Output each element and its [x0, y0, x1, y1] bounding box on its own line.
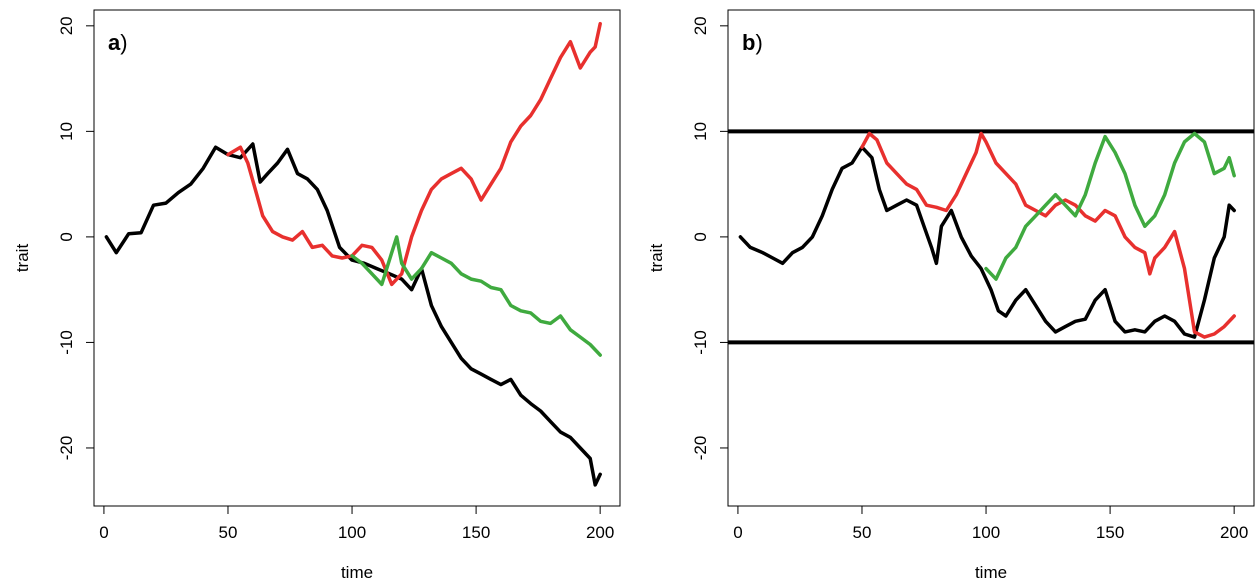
- panel-a: 0 50 100 150 200 -20 -10 0 10 20 time trait a): [13, 9, 621, 582]
- x-tick-label: 100: [972, 523, 1000, 542]
- panel-label-letter: b: [742, 30, 755, 55]
- y-tick-label: 20: [691, 16, 710, 35]
- panel-label: a): [108, 30, 128, 55]
- x-tick-label: 50: [853, 523, 872, 542]
- series-line-2: [350, 235, 602, 357]
- x-tick-label: 150: [462, 523, 490, 542]
- y-axis-label: trait: [13, 244, 32, 273]
- plot-frame: [727, 9, 1255, 507]
- x-axis-label: time: [975, 563, 1007, 582]
- x-tick-label: 50: [219, 523, 238, 542]
- plot-frame: [93, 9, 621, 507]
- series-line-2: [984, 131, 1236, 281]
- y-tick-label: 10: [691, 122, 710, 141]
- y-tick-label: -10: [57, 330, 76, 355]
- series-line-0: [104, 142, 602, 487]
- y-tick-label: 10: [57, 122, 76, 141]
- x-tick-label: 200: [586, 523, 614, 542]
- y-tick-label: 0: [57, 232, 76, 241]
- series-line-0: [738, 145, 1236, 339]
- panel-b: 0 50 100 150 200 -20 -10 0 10 20 time trait b): [647, 9, 1255, 582]
- panel-label-letter: a: [108, 30, 121, 55]
- y-tick-label: -10: [691, 330, 710, 355]
- x-tick-label: 200: [1220, 523, 1248, 542]
- x-axis-label: time: [341, 563, 373, 582]
- x-tick-label: 0: [733, 523, 742, 542]
- series-line-1: [860, 131, 1236, 339]
- y-tick-label: -20: [691, 436, 710, 461]
- x-tick-label: 100: [338, 523, 366, 542]
- y-tick-label: 20: [57, 16, 76, 35]
- y-tick-label: 0: [691, 232, 710, 241]
- y-tick-label: -20: [57, 436, 76, 461]
- panel-label-suffix: ): [120, 30, 127, 55]
- panel-label-suffix: ): [755, 30, 762, 55]
- series-line-1: [226, 21, 602, 287]
- panel-label: b): [742, 30, 763, 55]
- x-tick-label: 150: [1096, 523, 1124, 542]
- x-tick-label: 0: [99, 523, 108, 542]
- y-axis-label: trait: [647, 244, 666, 273]
